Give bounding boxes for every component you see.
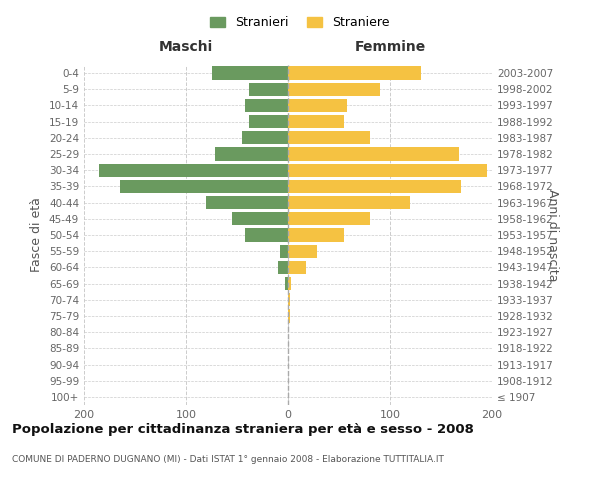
Text: Maschi: Maschi [159,40,213,54]
Bar [288,196,410,209]
Bar [206,196,288,209]
Bar [288,228,344,241]
Bar [215,148,288,160]
Bar [288,293,290,306]
Bar [249,115,288,128]
Y-axis label: Anni di nascita: Anni di nascita [546,188,559,281]
Bar [245,228,288,241]
Y-axis label: Fasce di età: Fasce di età [31,198,43,272]
Bar [288,244,317,258]
Bar [288,164,487,177]
Bar [288,148,460,160]
Bar [288,212,370,226]
Bar [120,180,288,193]
Bar [288,115,344,128]
Bar [288,180,461,193]
Bar [232,212,288,226]
Bar [249,82,288,96]
Bar [280,244,288,258]
Text: COMUNE DI PADERNO DUGNANO (MI) - Dati ISTAT 1° gennaio 2008 - Elaborazione TUTTI: COMUNE DI PADERNO DUGNANO (MI) - Dati IS… [12,455,444,464]
Text: Popolazione per cittadinanza straniera per età e sesso - 2008: Popolazione per cittadinanza straniera p… [12,422,474,436]
Bar [100,164,288,177]
Bar [212,66,288,80]
Bar [242,131,288,144]
Bar [288,82,380,96]
Bar [288,99,347,112]
Bar [278,260,288,274]
Legend: Stranieri, Straniere: Stranieri, Straniere [205,11,395,34]
Bar [288,260,307,274]
Text: Femmine: Femmine [355,40,425,54]
Bar [285,277,288,290]
Bar [245,99,288,112]
Bar [288,277,291,290]
Bar [288,310,290,322]
Bar [288,66,421,80]
Bar [288,131,370,144]
